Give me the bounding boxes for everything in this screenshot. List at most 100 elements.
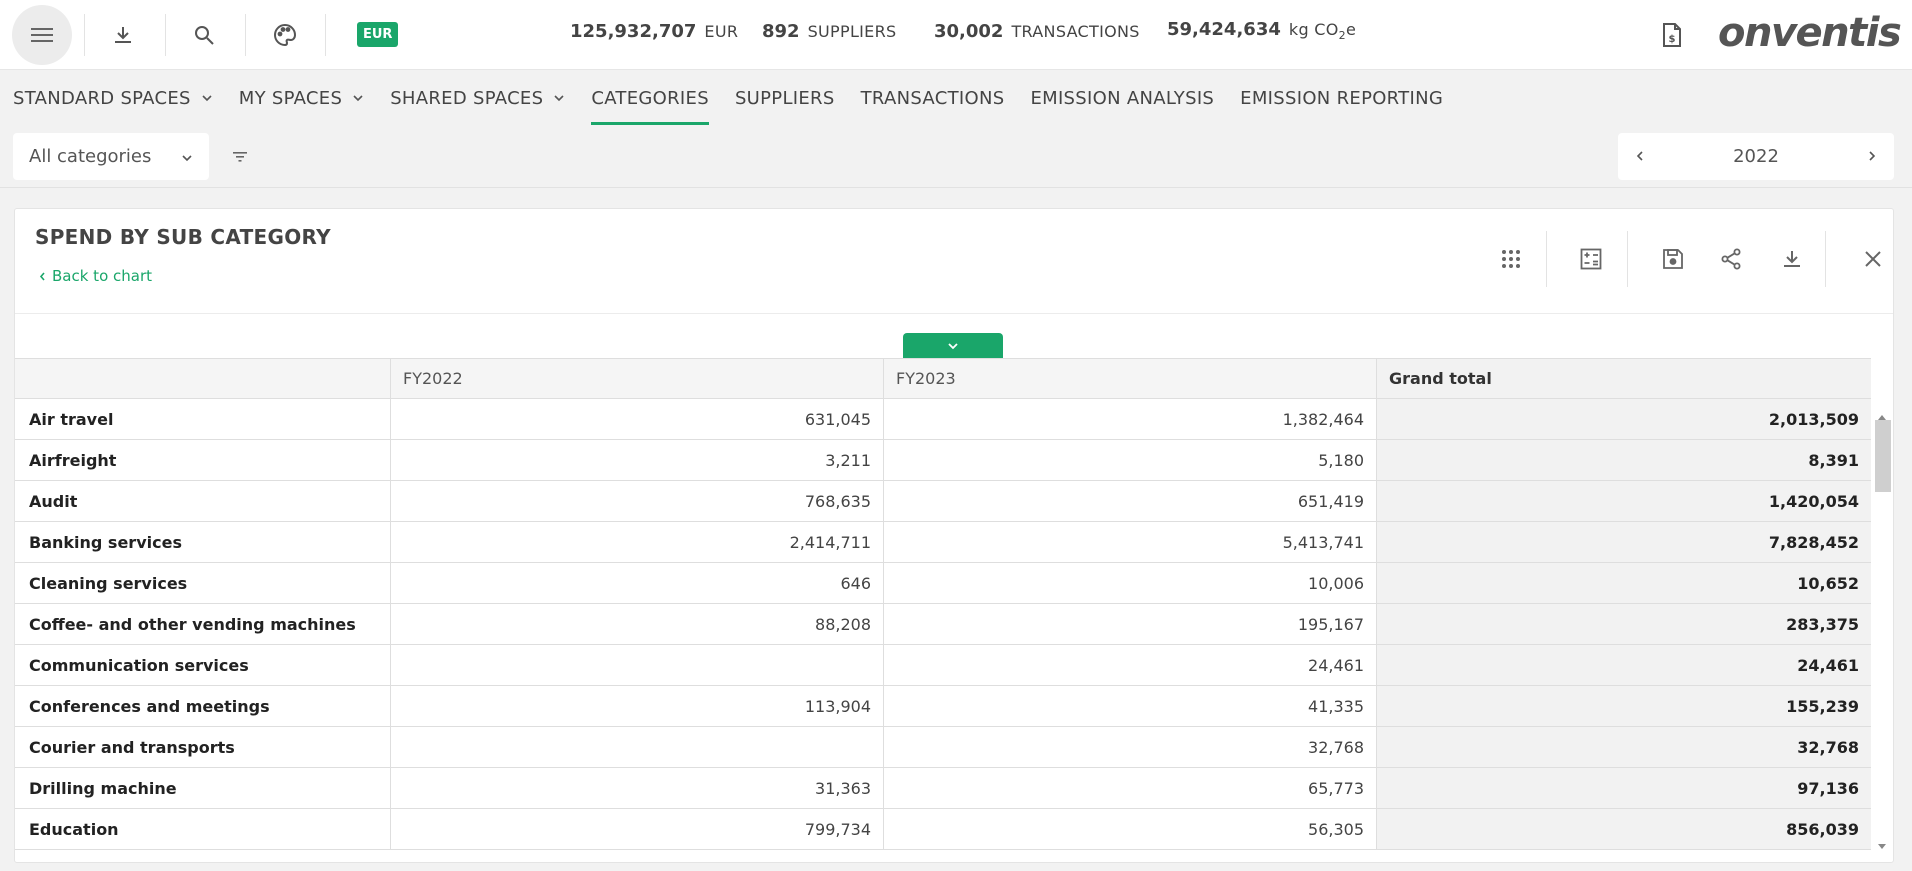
table-row[interactable]: Airfreight 3,211 5,180 8,391 xyxy=(15,440,1871,481)
chevron-down-icon xyxy=(553,94,565,102)
row-label: Airfreight xyxy=(15,440,391,480)
back-link-label: Back to chart xyxy=(52,267,153,285)
download-button[interactable] xyxy=(93,5,153,65)
table-cell: 10,652 xyxy=(1377,563,1871,603)
table-header-row: FY2022 FY2023 Grand total xyxy=(15,358,1871,399)
table-row[interactable]: Coffee- and other vending machines 88,208… xyxy=(15,604,1871,645)
tab-standard-spaces[interactable]: STANDARD SPACES xyxy=(0,71,226,125)
download-icon xyxy=(1784,251,1800,267)
calculator-icon xyxy=(1580,248,1602,270)
dots-grid-icon xyxy=(1502,250,1520,268)
tab-label: MY SPACES xyxy=(238,87,343,109)
table-row[interactable]: Audit 768,635 651,419 1,420,054 xyxy=(15,481,1871,522)
table-cell: 8,391 xyxy=(1377,440,1871,480)
table-cell: 65,773 xyxy=(884,768,1377,808)
row-label: Coffee- and other vending machines xyxy=(15,604,391,644)
table-row[interactable]: Education 799,734 56,305 856,039 xyxy=(15,809,1871,850)
row-label: Banking services xyxy=(15,522,391,562)
row-label: Audit xyxy=(15,481,391,521)
close-button[interactable] xyxy=(1847,231,1893,287)
table-row[interactable]: Air travel 631,045 1,382,464 2,013,509 xyxy=(15,399,1871,440)
menu-button[interactable] xyxy=(12,5,72,65)
spend-panel: SPEND BY SUB CATEGORY Back to chart xyxy=(14,208,1894,863)
divider xyxy=(1825,231,1826,287)
table-cell: 651,419 xyxy=(884,481,1377,521)
table-cell xyxy=(391,645,884,685)
table-row[interactable]: Communication services 24,461 24,461 xyxy=(15,645,1871,686)
table-cell: 856,039 xyxy=(1377,809,1871,849)
scroll-up-icon[interactable] xyxy=(1877,406,1887,425)
back-to-chart-link[interactable]: Back to chart xyxy=(39,267,152,285)
pivot-table: FY2022 FY2023 Grand total Air travel 631,… xyxy=(15,358,1871,850)
download-icon xyxy=(115,27,131,43)
calculator-button[interactable] xyxy=(1565,231,1617,287)
tab-emission-reporting[interactable]: EMISSION REPORTING xyxy=(1227,71,1456,125)
table-cell: 1,382,464 xyxy=(884,399,1377,439)
table-row[interactable]: Drilling machine 31,363 65,773 97,136 xyxy=(15,768,1871,809)
chevron-right-icon[interactable] xyxy=(1868,146,1876,167)
table-cell: 56,305 xyxy=(884,809,1377,849)
table-cell: 5,413,741 xyxy=(884,522,1377,562)
share-icon xyxy=(1721,248,1741,270)
tab-categories[interactable]: CATEGORIES xyxy=(578,71,722,125)
table-cell: 2,013,509 xyxy=(1377,399,1871,439)
tab-my-spaces[interactable]: MY SPACES xyxy=(226,71,377,125)
table-row[interactable]: Banking services 2,414,711 5,413,741 7,828,… xyxy=(15,522,1871,563)
tab-label: TRANSACTIONS xyxy=(860,87,1005,109)
onventis-logo: onventis xyxy=(1718,10,1902,56)
row-label: Courier and transports xyxy=(15,727,391,767)
collapse-toggle-button[interactable] xyxy=(903,333,1003,358)
table-cell: 7,828,452 xyxy=(1377,522,1871,562)
stat-unit: kg CO2e xyxy=(1288,20,1357,43)
scroll-down-icon[interactable] xyxy=(1877,835,1887,854)
tab-label: EMISSION REPORTING xyxy=(1240,87,1444,109)
stat-value: 59,424,634 xyxy=(1167,19,1281,40)
document-button[interactable]: $ xyxy=(1650,14,1694,56)
emissions-stat: 59,424,634 kg CO2e xyxy=(1167,19,1356,45)
main-nav: STANDARD SPACES MY SPACES SHARED SPACES … xyxy=(0,71,1912,125)
column-header[interactable]: Grand total xyxy=(1377,359,1871,398)
table-cell: 32,768 xyxy=(884,727,1377,767)
stat-value: 125,932,707 xyxy=(570,21,697,42)
row-label: Education xyxy=(15,809,391,849)
table-cell: 283,375 xyxy=(1377,604,1871,644)
column-header[interactable]: FY2022 xyxy=(391,359,884,398)
hamburger-icon xyxy=(31,28,53,42)
year-value: 2022 xyxy=(1733,146,1779,167)
currency-badge[interactable]: EUR xyxy=(357,22,399,47)
stat-unit: TRANSACTIONS xyxy=(1011,22,1140,41)
category-select[interactable]: All categories xyxy=(13,133,209,180)
divider xyxy=(325,14,326,56)
table-row[interactable]: Cleaning services 646 10,006 10,652 xyxy=(15,563,1871,604)
filter-button[interactable] xyxy=(228,145,252,169)
panel-toolbar xyxy=(1473,231,1893,287)
table-cell: 10,006 xyxy=(884,563,1377,603)
table-row[interactable]: Conferences and meetings 113,904 41,335 155… xyxy=(15,686,1871,727)
chevron-left-icon[interactable] xyxy=(1636,146,1644,167)
tab-shared-spaces[interactable]: SHARED SPACES xyxy=(377,71,578,125)
search-button[interactable] xyxy=(174,5,234,65)
tab-transactions[interactable]: TRANSACTIONS xyxy=(848,71,1018,125)
save-icon xyxy=(1663,249,1683,269)
table-cell: 113,904 xyxy=(391,686,884,726)
svg-text:$: $ xyxy=(1669,34,1676,45)
table-cell: 32,768 xyxy=(1377,727,1871,767)
table-row[interactable]: Courier and transports 32,768 32,768 xyxy=(15,727,1871,768)
tab-emission-analysis[interactable]: EMISSION ANALYSIS xyxy=(1017,71,1227,125)
theme-button[interactable] xyxy=(255,5,315,65)
export-button[interactable] xyxy=(1766,231,1818,287)
tab-label: EMISSION ANALYSIS xyxy=(1030,87,1215,109)
tab-suppliers[interactable]: SUPPLIERS xyxy=(722,71,848,125)
chevron-down-icon xyxy=(181,146,193,167)
column-header[interactable]: FY2023 xyxy=(884,359,1377,398)
save-button[interactable] xyxy=(1647,231,1699,287)
grid-view-button[interactable] xyxy=(1485,231,1537,287)
stat-value: 892 xyxy=(762,21,800,42)
table-cell: 768,635 xyxy=(391,481,884,521)
share-button[interactable] xyxy=(1705,231,1757,287)
year-navigator: 2022 xyxy=(1618,133,1894,180)
row-label: Communication services xyxy=(15,645,391,685)
vertical-scrollbar[interactable] xyxy=(1871,400,1893,860)
scrollbar-thumb[interactable] xyxy=(1875,420,1891,492)
chevron-left-icon xyxy=(39,271,46,282)
